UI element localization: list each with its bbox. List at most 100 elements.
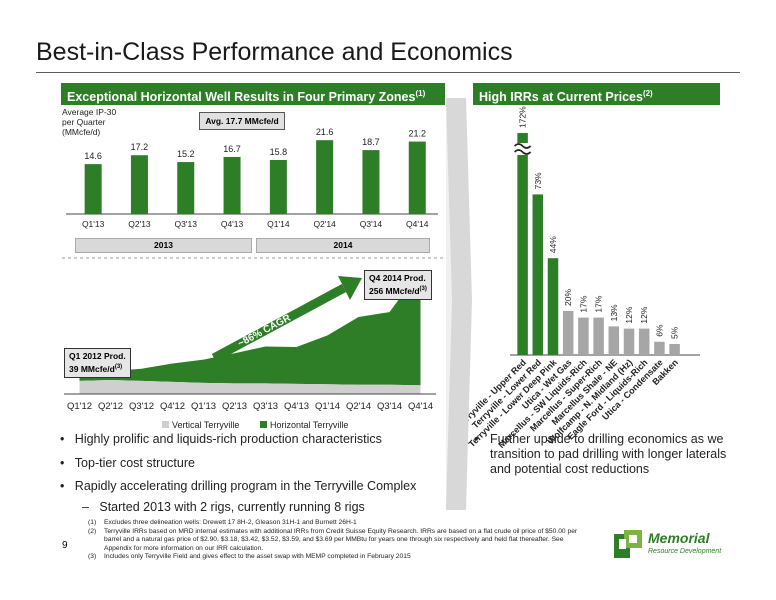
ip30-tick-label: Q1'14: [267, 219, 290, 229]
ip30-bar: [177, 162, 195, 214]
footnote-2b-num: [88, 536, 104, 545]
ip30-data-label: 15.2: [177, 149, 195, 159]
q4-callout-line-1: Q4 2014 Prod.: [369, 273, 426, 283]
y-note-line-2: per Quarter: [62, 117, 106, 127]
footnote-2-text: Terryville IRRs based on MRD internal es…: [104, 527, 578, 535]
production-tick-label: Q1'14: [315, 401, 340, 412]
axis-break-mark-top: [514, 143, 532, 149]
average-label-box: Avg. 17.7 MMcfe/d: [199, 112, 285, 130]
legend-swatch-horizontal: [260, 421, 267, 428]
ip30-tick-label: Q1'13: [82, 219, 105, 229]
sub-bullet-text: Started 2013 with 2 rigs, currently runn…: [99, 500, 365, 514]
y-note-line-1: Average IP-30: [62, 107, 117, 117]
irr-data-label: 13%: [609, 304, 619, 321]
ip30-data-label: 18.7: [362, 137, 380, 147]
axis-break-mark-bottom: [514, 149, 532, 155]
bullet-text-1: Highly prolific and liquids-rich product…: [74, 432, 382, 446]
q4-callout-line-2: 256 MMcfe/d: [369, 285, 420, 296]
irr-data-label: 44%: [548, 236, 558, 253]
irr-data-label: 12%: [639, 306, 649, 323]
irr-bar: [623, 328, 635, 355]
ip30-tick-label: Q4'14: [406, 219, 429, 229]
y-note-line-3: (MMcfe/d): [62, 127, 101, 137]
company-logo: Memorial Resource Development: [612, 528, 740, 562]
logo-name: Memorial: [648, 530, 710, 546]
ip30-data-label: 21.2: [408, 129, 426, 139]
footnote-3-num: (3): [88, 553, 97, 560]
cagr-arrow-head: [338, 276, 362, 300]
ip30-tick-label: Q2'14: [313, 219, 336, 229]
bullet-item-3: • Rapidly accelerating drilling program …: [60, 479, 417, 493]
right-panel-header: High IRRs at Current Prices(2): [473, 83, 720, 105]
irr-bar: [547, 258, 559, 355]
ip30-bar: [84, 164, 102, 214]
footnotes: (1) Excludes three delineation wells: Dre…: [88, 519, 608, 562]
right-bullet-line-1: Further upside to drilling economics as …: [490, 432, 724, 446]
irr-data-label: 12%: [624, 306, 634, 323]
y-axis-note: Average IP-30 per Quarter (MMcfe/d): [62, 107, 116, 137]
sub-bullet-item: – Started 2013 with 2 rigs, currently ru…: [82, 500, 365, 514]
production-tick-label: Q2'12: [98, 401, 123, 412]
legend-label-horizontal: Horizontal Terryville: [270, 420, 348, 430]
q1-callout-sup: (3): [114, 364, 123, 370]
ip30-bar: [269, 160, 287, 214]
right-bullet-line-2: transition to pad drilling with longer l…: [490, 447, 727, 461]
irr-bar: [638, 328, 650, 355]
axis-break-gap: [513, 143, 532, 155]
irr-bar: [562, 311, 574, 355]
footnote-2b-text: barrel and a natural gas price of $2.90,…: [104, 536, 564, 543]
irr-bar: [593, 317, 604, 355]
right-panel-header-text: High IRRs at Current Prices: [479, 90, 643, 105]
irr-data-label: 17%: [578, 295, 588, 312]
vertical-terryville-area: [79, 379, 421, 394]
footnote-2-num: (2): [88, 527, 97, 535]
footnote-3: (3) Includes only Terryville Field and gi…: [88, 553, 608, 562]
left-panel-header-text: Exceptional Horizontal Well Results in F…: [67, 90, 416, 105]
ip30-tick-label: Q3'13: [175, 219, 198, 229]
ip30-bar: [130, 155, 148, 214]
left-panel-header-sup: (1): [415, 89, 426, 98]
bullet-item-1: • Highly prolific and liquids-rich produ…: [60, 432, 382, 446]
irr-bar: [532, 194, 544, 355]
ip30-data-label: 14.6: [84, 151, 102, 161]
ip30-bar: [408, 141, 426, 214]
title-divider: [36, 72, 740, 73]
production-tick-label: Q3'12: [129, 401, 154, 412]
legend-label-vertical: Vertical Terryville: [172, 420, 239, 430]
footnote-2c-num: [88, 545, 104, 554]
ip30-bar-chart: 14.6 Q1'13 17.2 Q2'13 15.2 Q3'13 16.7 Q4'13 15.8…: [66, 127, 438, 229]
ip30-tick-label: Q2'13: [128, 219, 151, 229]
year-label-2013: 2013: [75, 238, 252, 253]
ip30-tick-label: Q4'13: [221, 219, 244, 229]
ip30-data-label: 17.2: [131, 142, 149, 152]
right-bullet-item: • Further upside to drilling economics a…: [474, 432, 744, 477]
production-tick-label: Q2'14: [346, 401, 371, 412]
production-tick-label: Q4'14: [408, 401, 433, 412]
logo-subtitle: Resource Development: [648, 548, 722, 555]
panel-separator-arrow: [446, 98, 472, 510]
footnote-1: (1) Excludes three delineation wells: Dre…: [88, 519, 608, 528]
irr-bar: [654, 341, 665, 355]
ip30-tick-label: Q3'14: [360, 219, 383, 229]
production-tick-label: Q3'13: [253, 401, 278, 412]
page-title: Best-in-Class Performance and Economics: [36, 38, 513, 66]
irr-data-label: 20%: [563, 289, 573, 306]
right-bullets: • Further upside to drilling economics a…: [474, 432, 744, 477]
production-tick-label: Q4'12: [160, 401, 185, 412]
irr-bar-chart: 172%Terryville - Upper Red73%Terryville …: [455, 106, 700, 450]
footnote-2c-text: Appendix for more information on our IRR…: [104, 544, 264, 552]
legend-swatch-vertical: [162, 421, 169, 428]
q4-2014-callout: Q4 2014 Prod. 256 MMcfe/d(3): [364, 270, 432, 300]
ip30-bar: [223, 156, 241, 214]
footnote-3-text: Includes only Terryville Field and gives…: [104, 553, 411, 560]
cagr-label: ~86% CAGR: [236, 312, 293, 349]
irr-data-label: 73%: [533, 172, 543, 189]
irr-bar: [517, 133, 528, 355]
horizontal-terryville-area: [79, 269, 421, 386]
footnote-2c: Appendix for more information on our IRR…: [88, 545, 608, 554]
right-panel-header-sup: (2): [642, 89, 653, 98]
bullet-text-3: Rapidly accelerating drilling program in…: [74, 479, 417, 493]
footnote-2b: barrel and a natural gas price of $2.90,…: [88, 536, 608, 545]
logo-mark-icon: [614, 530, 642, 558]
